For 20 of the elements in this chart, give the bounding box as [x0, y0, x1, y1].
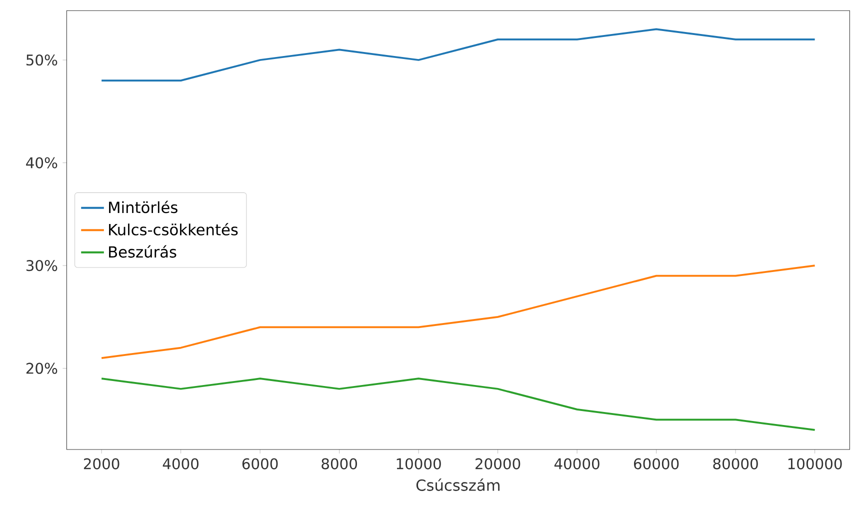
legend-label: Mintörlés [109, 200, 178, 214]
x-tick-label: 4000 [162, 458, 198, 470]
x-tick-label: 20000 [476, 458, 520, 470]
legend-label: Kulcs-csökkentés [109, 222, 238, 236]
x-tick-label: 6000 [242, 458, 278, 470]
y-tick-label: 40% [26, 157, 58, 168]
line-series [100, 378, 816, 431]
x-tick-label: 40000 [554, 458, 600, 470]
x-tick-label: 8000 [322, 458, 357, 470]
legend-label: Beszúrás [109, 245, 176, 258]
x-tick-label: 60000 [634, 458, 679, 470]
x-tick-label: 2000 [84, 458, 120, 470]
y-tick-label: 50% [26, 54, 58, 66]
y-tick-label: 20% [26, 362, 58, 374]
x-tick-label: 10000 [396, 458, 441, 470]
x-tick-label: 80000 [713, 458, 758, 470]
x-tick-label: 100000 [788, 458, 842, 470]
x-axis-title: Csúcsszám [416, 478, 500, 491]
line-series [100, 28, 816, 82]
y-tick-label: 30% [26, 260, 58, 272]
